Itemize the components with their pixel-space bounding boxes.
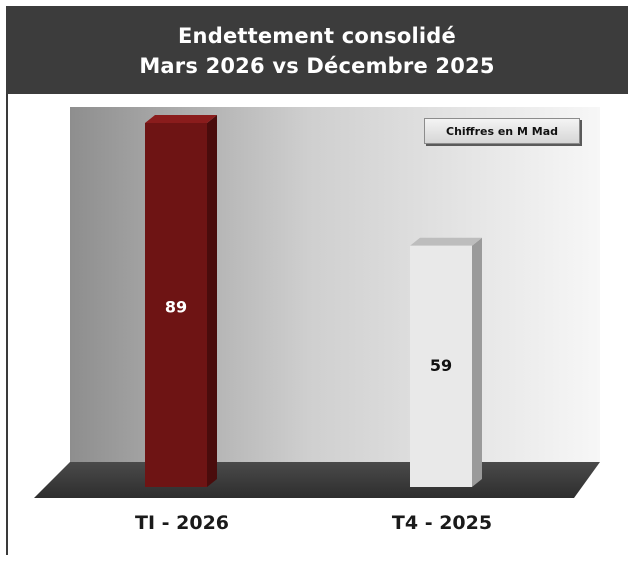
units-badge: Chiffres en M Mad xyxy=(424,118,580,144)
x-tick-label-1: T4 - 2025 xyxy=(391,512,493,534)
chart-frame xyxy=(6,6,626,555)
bar-1 xyxy=(410,245,472,487)
data-label-0: 89 xyxy=(165,297,187,316)
bar-top-1 xyxy=(410,237,482,246)
plot-floor xyxy=(34,462,600,498)
x-tick-label-0: TI - 2026 xyxy=(134,512,230,534)
data-label-1: 59 xyxy=(430,356,452,375)
bar-top-0 xyxy=(145,115,217,123)
bar-side-0 xyxy=(207,115,217,487)
bar-side-1 xyxy=(472,237,482,487)
bar-0 xyxy=(145,123,207,487)
chart-header: Endettement consolidé Mars 2026 vs Décem… xyxy=(6,6,628,94)
chart-title-line1: Endettement consolidé xyxy=(178,24,456,48)
chart-title-line2: Mars 2026 vs Décembre 2025 xyxy=(139,54,495,78)
